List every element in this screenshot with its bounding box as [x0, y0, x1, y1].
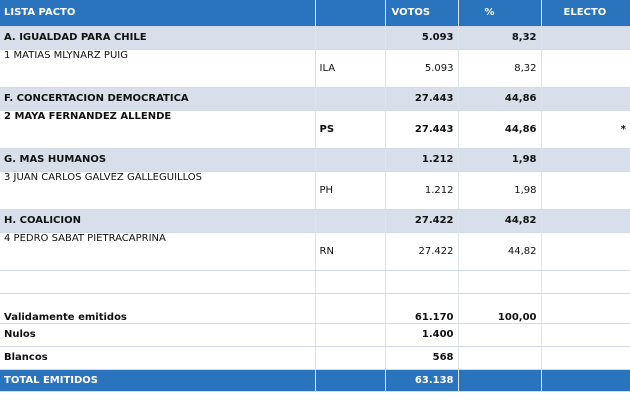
- pact-name: A. IGUALDAD PARA CHILE: [0, 26, 316, 50]
- candidate-percent: 44,86: [458, 110, 542, 149]
- valid-votes: 61.170: [385, 293, 459, 324]
- candidate-party: RN: [315, 232, 386, 271]
- pact-votes: 5.093: [385, 26, 459, 50]
- null-votes: 1.400: [385, 323, 459, 347]
- pact-votes: 27.443: [385, 87, 459, 111]
- pact-name: G. MAS HUMANOS: [0, 148, 316, 172]
- pact-percent: 44,86: [458, 87, 542, 111]
- col-percent: %: [458, 0, 542, 27]
- candidate-percent: 8,32: [458, 49, 542, 88]
- valid-percent: 100,00: [458, 293, 542, 324]
- total-row: TOTAL EMITIDOS 63.138: [0, 369, 630, 392]
- pact-row: F. CONCERTACION DEMOCRATICA 27.443 44,86: [0, 87, 630, 111]
- candidate-percent: 44,82: [458, 232, 542, 271]
- valid-votes-row: Validamente emitidos 61.170 100,00: [0, 293, 630, 324]
- pact-row: H. COALICION 27.422 44,82: [0, 209, 630, 233]
- empty-row: [0, 270, 630, 294]
- candidate-votes: 27.422: [385, 232, 459, 271]
- candidate-votes: 1.212: [385, 171, 459, 210]
- pact-row: A. IGUALDAD PARA CHILE 5.093 8,32: [0, 26, 630, 50]
- candidate-name: 4 PEDRO SABAT PIETRACAPRINA: [0, 232, 316, 271]
- table-header: LISTA PACTO VOTOS % ELECTO: [0, 0, 630, 27]
- blank-label: Blancos: [0, 346, 316, 370]
- col-lista-pacto: LISTA PACTO: [0, 0, 316, 27]
- pact-name: F. CONCERTACION DEMOCRATICA: [0, 87, 316, 111]
- candidate-row: 3 JUAN CARLOS GALVEZ GALLEGUILLOS PH 1.2…: [0, 171, 630, 210]
- candidate-party: PS: [315, 110, 386, 149]
- candidate-elected: [541, 232, 630, 271]
- candidate-elected: [541, 49, 630, 88]
- null-label: Nulos: [0, 323, 316, 347]
- col-votos: VOTOS: [385, 0, 459, 27]
- candidate-percent: 1,98: [458, 171, 542, 210]
- results-table: LISTA PACTO VOTOS % ELECTO A. IGUALDAD P…: [0, 0, 630, 392]
- candidate-row: 1 MATIAS MLYNARZ PUIG ILA 5.093 8,32: [0, 49, 630, 88]
- candidate-elected: *: [541, 110, 630, 149]
- pact-row: G. MAS HUMANOS 1.212 1,98: [0, 148, 630, 172]
- blank-votes: 568: [385, 346, 459, 370]
- candidate-votes: 5.093: [385, 49, 459, 88]
- null-votes-row: Nulos 1.400: [0, 323, 630, 347]
- pact-percent: 8,32: [458, 26, 542, 50]
- col-electo: ELECTO: [541, 0, 630, 27]
- candidate-name: 1 MATIAS MLYNARZ PUIG: [0, 49, 316, 88]
- pact-name: H. COALICION: [0, 209, 316, 233]
- candidate-name: 3 JUAN CARLOS GALVEZ GALLEGUILLOS: [0, 171, 316, 210]
- candidate-elected: [541, 171, 630, 210]
- pact-percent: 1,98: [458, 148, 542, 172]
- candidate-party: PH: [315, 171, 386, 210]
- candidate-row: 4 PEDRO SABAT PIETRACAPRINA RN 27.422 44…: [0, 232, 630, 271]
- blank-votes-row: Blancos 568: [0, 346, 630, 370]
- total-votes: 63.138: [385, 369, 459, 392]
- pact-votes: 27.422: [385, 209, 459, 233]
- total-label: TOTAL EMITIDOS: [0, 369, 316, 392]
- candidate-votes: 27.443: [385, 110, 459, 149]
- pact-votes: 1.212: [385, 148, 459, 172]
- col-party: [315, 0, 386, 27]
- candidate-row: 2 MAYA FERNANDEZ ALLENDE PS 27.443 44,86…: [0, 110, 630, 149]
- candidate-party: ILA: [315, 49, 386, 88]
- candidate-name: 2 MAYA FERNANDEZ ALLENDE: [0, 110, 316, 149]
- pact-percent: 44,82: [458, 209, 542, 233]
- valid-label: Validamente emitidos: [0, 293, 316, 324]
